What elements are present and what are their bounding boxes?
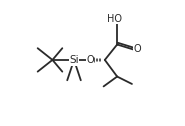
Text: Si: Si: [69, 55, 79, 65]
Text: O: O: [86, 55, 94, 65]
Text: O: O: [133, 44, 141, 54]
Text: HO: HO: [107, 14, 122, 24]
